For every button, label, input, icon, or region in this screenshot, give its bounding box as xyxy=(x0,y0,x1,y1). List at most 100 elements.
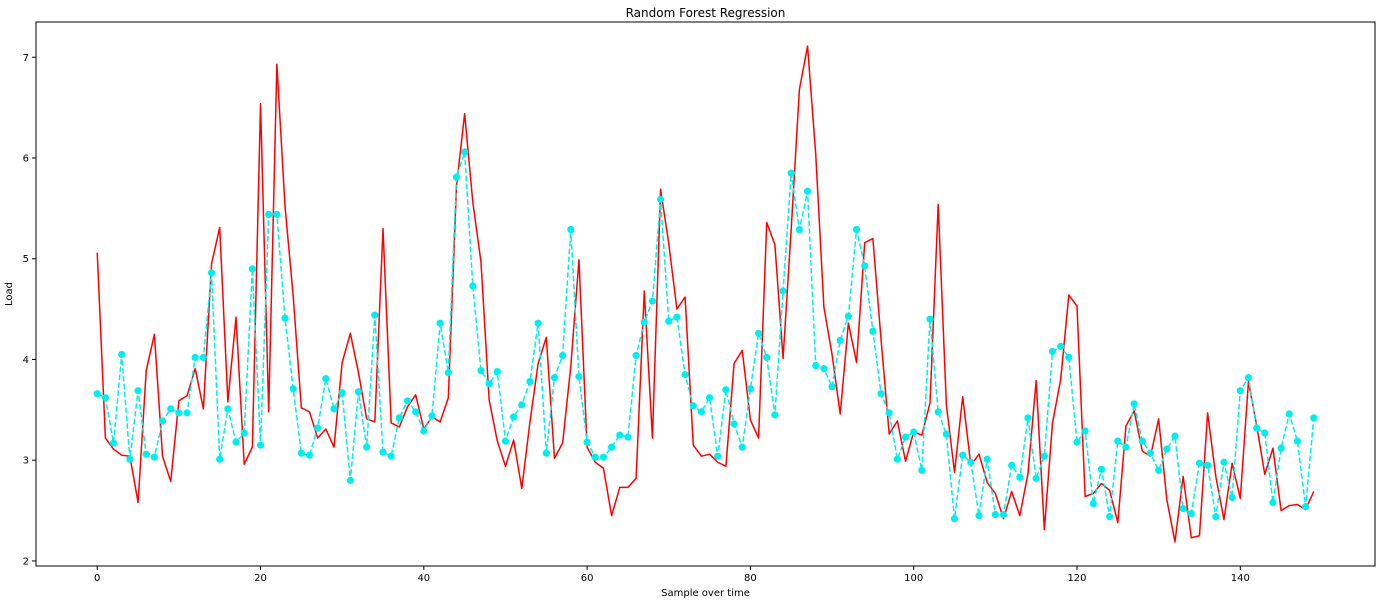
data-point xyxy=(1048,347,1057,356)
x-tick-label: 140 xyxy=(1231,573,1250,584)
data-point xyxy=(934,408,942,416)
data-point xyxy=(616,431,624,439)
data-point xyxy=(1195,459,1204,467)
data-point xyxy=(444,368,452,377)
x-tick-label: 80 xyxy=(744,573,757,584)
data-point xyxy=(305,451,314,459)
data-point xyxy=(420,427,428,435)
data-point xyxy=(738,443,746,451)
data-point xyxy=(787,169,795,177)
data-point xyxy=(1122,443,1130,451)
data-point xyxy=(289,385,297,393)
data-point xyxy=(248,265,256,273)
data-point xyxy=(877,390,885,398)
data-point xyxy=(1212,513,1220,521)
data-point xyxy=(452,173,461,181)
data-point xyxy=(1228,493,1236,502)
data-point xyxy=(273,210,281,219)
data-point xyxy=(591,453,599,461)
data-point xyxy=(673,313,681,321)
x-axis: 0 20 40 60 80 100 120 140 xyxy=(94,566,1250,584)
x-tick-label: 100 xyxy=(904,573,923,584)
x-axis-label: Sample over time xyxy=(661,588,750,599)
data-point xyxy=(1269,498,1277,507)
data-point xyxy=(730,420,738,428)
data-point xyxy=(526,378,534,386)
data-point xyxy=(436,319,444,327)
data-point xyxy=(975,512,983,520)
data-point xyxy=(640,318,648,326)
data-point xyxy=(812,361,820,370)
data-point xyxy=(599,453,608,461)
data-point xyxy=(885,409,893,417)
data-point xyxy=(150,453,158,461)
series-line-1 xyxy=(96,45,1315,543)
y-axis-label: Load xyxy=(4,282,15,306)
data-point xyxy=(224,405,232,413)
data-point xyxy=(624,433,632,441)
data-point xyxy=(501,437,510,445)
data-point xyxy=(950,515,959,523)
data-point xyxy=(1065,353,1073,362)
x-tick-label: 120 xyxy=(1067,573,1086,584)
data-point xyxy=(1302,502,1310,511)
data-point xyxy=(134,387,142,395)
data-point xyxy=(346,476,354,484)
y-tick-label: 5 xyxy=(23,254,29,265)
data-point xyxy=(901,433,910,441)
data-point xyxy=(109,439,118,447)
data-point xyxy=(101,394,109,402)
data-point xyxy=(1016,473,1024,481)
data-point xyxy=(771,411,779,419)
data-point xyxy=(477,366,485,375)
data-point xyxy=(746,385,755,393)
data-point xyxy=(1277,444,1285,452)
data-point xyxy=(1187,510,1195,518)
data-point xyxy=(469,282,477,290)
data-point xyxy=(1032,474,1040,482)
data-point xyxy=(689,402,697,410)
series-2 xyxy=(93,148,1318,523)
data-point xyxy=(983,455,991,463)
data-point xyxy=(461,148,469,156)
data-point xyxy=(142,450,150,458)
data-point xyxy=(869,327,877,335)
data-point xyxy=(1089,499,1097,508)
data-point xyxy=(403,397,412,405)
data-point xyxy=(820,364,828,373)
data-point xyxy=(1073,438,1081,446)
data-point xyxy=(240,429,248,437)
data-point xyxy=(1179,504,1187,513)
data-point xyxy=(363,443,371,451)
data-point xyxy=(861,262,869,270)
data-point xyxy=(567,225,575,234)
data-point xyxy=(338,389,346,397)
data-point xyxy=(918,466,926,474)
data-point xyxy=(1220,458,1228,466)
data-point xyxy=(510,413,518,421)
data-point xyxy=(665,317,673,325)
data-point xyxy=(763,353,771,362)
data-point xyxy=(1204,461,1212,469)
data-point xyxy=(1244,374,1253,382)
data-point xyxy=(795,225,803,234)
plot-frame xyxy=(35,21,1376,567)
data-point xyxy=(754,329,763,337)
x-tick-label: 60 xyxy=(581,573,594,584)
data-point xyxy=(967,458,975,466)
data-point xyxy=(779,287,787,295)
data-point xyxy=(1138,437,1146,445)
data-point xyxy=(256,441,265,449)
data-point xyxy=(158,417,167,425)
data-point xyxy=(126,455,134,463)
data-point xyxy=(322,375,330,383)
data-point xyxy=(844,312,852,320)
data-point xyxy=(852,225,861,234)
series-1 xyxy=(96,45,1315,543)
data-point xyxy=(959,451,967,459)
data-point xyxy=(395,414,403,422)
data-point xyxy=(1106,513,1114,521)
data-point xyxy=(379,448,387,456)
data-point xyxy=(648,297,657,305)
